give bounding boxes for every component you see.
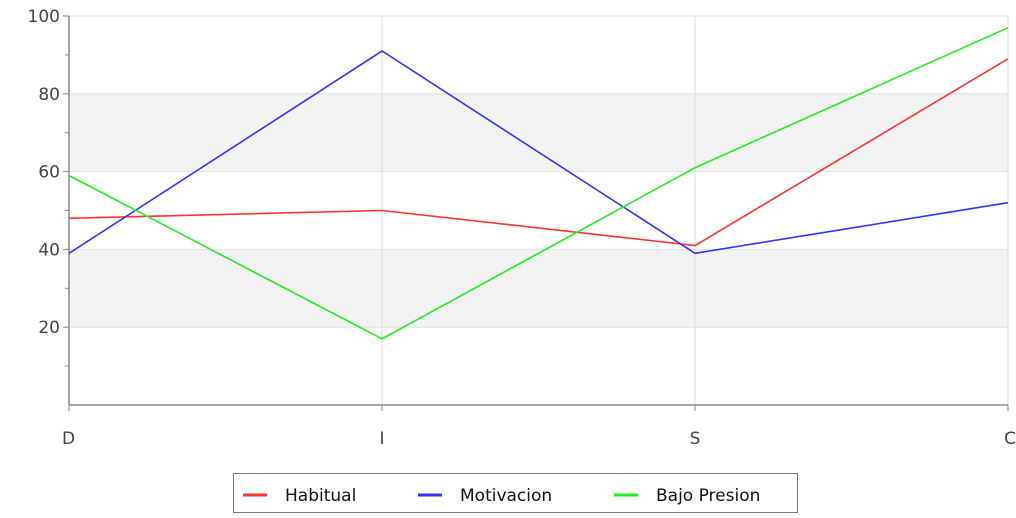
x-tick-label-d: D — [62, 429, 75, 449]
x-tick-label-i: I — [379, 429, 384, 449]
series-line-bajo-presion — [68, 26, 1009, 340]
band-20-40 — [69, 249, 1008, 328]
x-tick-label-c: C — [1004, 429, 1016, 449]
y-tick-label: 80 — [38, 85, 60, 105]
series-line-habitual — [68, 58, 1009, 247]
x-tick-label-s: S — [690, 429, 701, 449]
plot-background-bands — [69, 93, 1008, 328]
legend: Habitual Motivacion Bajo Presion — [233, 473, 798, 513]
axes — [63, 15, 1009, 411]
tick-labels: 20 40 60 80 100 D I S C — [28, 7, 1016, 449]
y-tick-label: 100 — [28, 7, 60, 27]
series-lines — [68, 26, 1009, 340]
legend-label-bajo-presion: Bajo Presion — [656, 486, 760, 506]
y-tick-label: 20 — [38, 318, 60, 338]
legend-box — [233, 473, 798, 513]
y-tick-label: 60 — [38, 163, 60, 183]
legend-label-habitual: Habitual — [285, 486, 356, 506]
y-tick-label: 40 — [38, 240, 60, 260]
series-line-motivacion — [68, 50, 1009, 255]
legend-label-motivacion: Motivacion — [460, 486, 552, 506]
gridlines — [69, 15, 1009, 405]
band-60-80 — [69, 93, 1008, 172]
